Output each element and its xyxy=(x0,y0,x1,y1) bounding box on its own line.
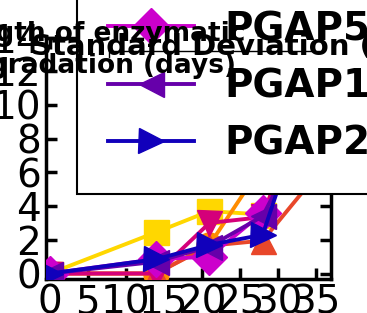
Text: Length of enzymatic
degradation (days): Length of enzymatic degradation (days) xyxy=(0,21,245,79)
Legend: PPCL, PHAP5, PHAP10, PHAP20, PGAP5, PGAP10, PGAP20: PPCL, PHAP5, PHAP10, PHAP20, PGAP5, PGAP… xyxy=(77,0,367,194)
PPCL xyxy=(47,272,52,275)
PGAP10 xyxy=(313,110,317,114)
PHAP5 xyxy=(47,272,52,275)
PHAP10 xyxy=(313,174,317,178)
PGAP20 xyxy=(154,257,158,261)
PGAP20 xyxy=(260,233,264,237)
PHAP5 xyxy=(154,272,158,275)
PHAP20 xyxy=(313,64,317,68)
PPCL xyxy=(207,209,211,213)
PHAP10 xyxy=(47,272,52,275)
Line: PPCL: PPCL xyxy=(37,69,328,286)
PGAP10 xyxy=(207,245,211,249)
Line: PHAP10: PHAP10 xyxy=(37,163,328,286)
PHAP5 xyxy=(313,150,317,154)
PGAP5 xyxy=(313,126,317,130)
PGAP10 xyxy=(47,272,52,275)
PHAP20 xyxy=(154,272,158,275)
Text: Standard Deviation (%): Standard Deviation (%) xyxy=(31,33,367,61)
PGAP5 xyxy=(154,257,158,261)
PGAP10 xyxy=(260,214,264,218)
PGAP5 xyxy=(47,272,52,275)
PPCL xyxy=(313,80,317,83)
PHAP5 xyxy=(207,243,211,247)
PGAP20 xyxy=(47,272,52,275)
PHAP20 xyxy=(207,221,211,225)
Line: PGAP20: PGAP20 xyxy=(37,62,328,286)
Line: PHAP5: PHAP5 xyxy=(37,140,328,286)
PHAP5 xyxy=(260,163,264,167)
PGAP5 xyxy=(260,211,264,215)
PHAP20 xyxy=(260,215,264,219)
PGAP20 xyxy=(207,243,211,247)
PPCL xyxy=(260,213,264,216)
Line: PHAP20: PHAP20 xyxy=(37,54,328,286)
PGAP10 xyxy=(154,260,158,264)
PHAP10 xyxy=(207,244,211,248)
PHAP20 xyxy=(47,272,52,275)
PPCL xyxy=(154,230,158,234)
PHAP10 xyxy=(154,272,158,275)
PHAP10 xyxy=(260,239,264,243)
Line: PGAP10: PGAP10 xyxy=(37,99,328,286)
PGAP20 xyxy=(313,73,317,76)
PGAP5 xyxy=(207,255,211,259)
Line: PGAP5: PGAP5 xyxy=(37,115,328,286)
